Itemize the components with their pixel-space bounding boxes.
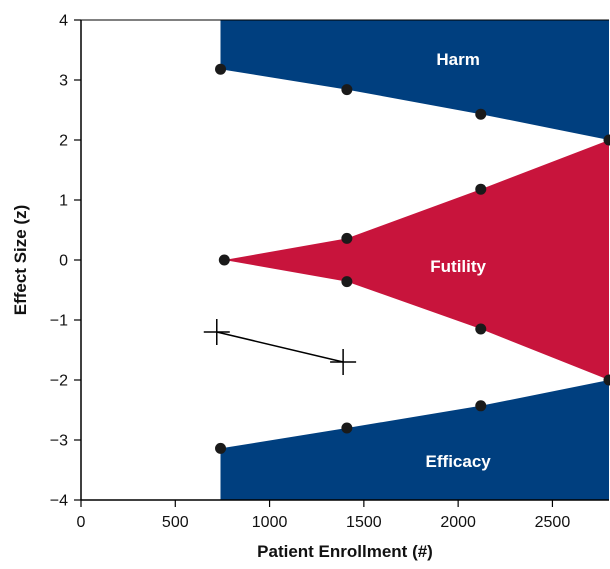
region-labels: Harm Futility Efficacy — [426, 50, 492, 471]
x-tick-label: 1500 — [346, 514, 382, 531]
trajectory-line — [216, 331, 344, 363]
boundary-point — [603, 374, 610, 386]
boundary-point — [341, 84, 353, 96]
efficacy-label: Efficacy — [426, 452, 492, 471]
boundary-point — [603, 134, 610, 146]
boundary-point — [475, 108, 487, 120]
boundary-point — [475, 183, 487, 195]
harm-label: Harm — [436, 50, 479, 69]
efficacy-region — [220, 380, 609, 500]
boundary-points — [215, 63, 610, 454]
boundary-point — [475, 323, 487, 335]
y-tick-label: 1 — [59, 193, 68, 210]
y-tick-label: 0 — [59, 253, 68, 270]
x-tick-label: 500 — [162, 514, 189, 531]
y-tick-label: 4 — [59, 13, 68, 30]
x-tick-label: 1000 — [252, 514, 288, 531]
boundary-point — [341, 276, 353, 288]
x-tick-label: 2000 — [440, 514, 476, 531]
boundary-point — [475, 400, 487, 412]
trajectory-cross-marker — [203, 319, 230, 345]
y-tick-label: 3 — [59, 73, 68, 90]
x-tick-label: 0 — [77, 514, 86, 531]
boundary-point — [341, 232, 353, 244]
x-tick-label: 2500 — [535, 514, 571, 531]
y-tick-label: −3 — [50, 433, 68, 450]
trajectory — [203, 319, 357, 375]
boundary-point — [341, 422, 353, 434]
y-axis-title: Effect Size (z) — [11, 205, 30, 316]
y-tick-label: −1 — [50, 313, 68, 330]
futility-region — [224, 140, 610, 380]
boundary-point — [218, 254, 230, 266]
y-tick-label: −4 — [50, 493, 68, 510]
harm-region — [220, 20, 609, 140]
futility-label: Futility — [430, 257, 486, 276]
boundary-point — [215, 63, 227, 75]
x-axis-title: Patient Enrollment (#) — [257, 542, 433, 561]
regions — [220, 20, 610, 500]
boundary-point — [215, 442, 227, 454]
trajectory-cross-marker — [330, 349, 357, 375]
y-tick-label: 2 — [59, 133, 68, 150]
ticks: 0 500 1000 1500 2000 2500 −4 −3 −2 −1 0 1 2 3 4 — [50, 13, 571, 532]
y-tick-label: −2 — [50, 373, 68, 390]
